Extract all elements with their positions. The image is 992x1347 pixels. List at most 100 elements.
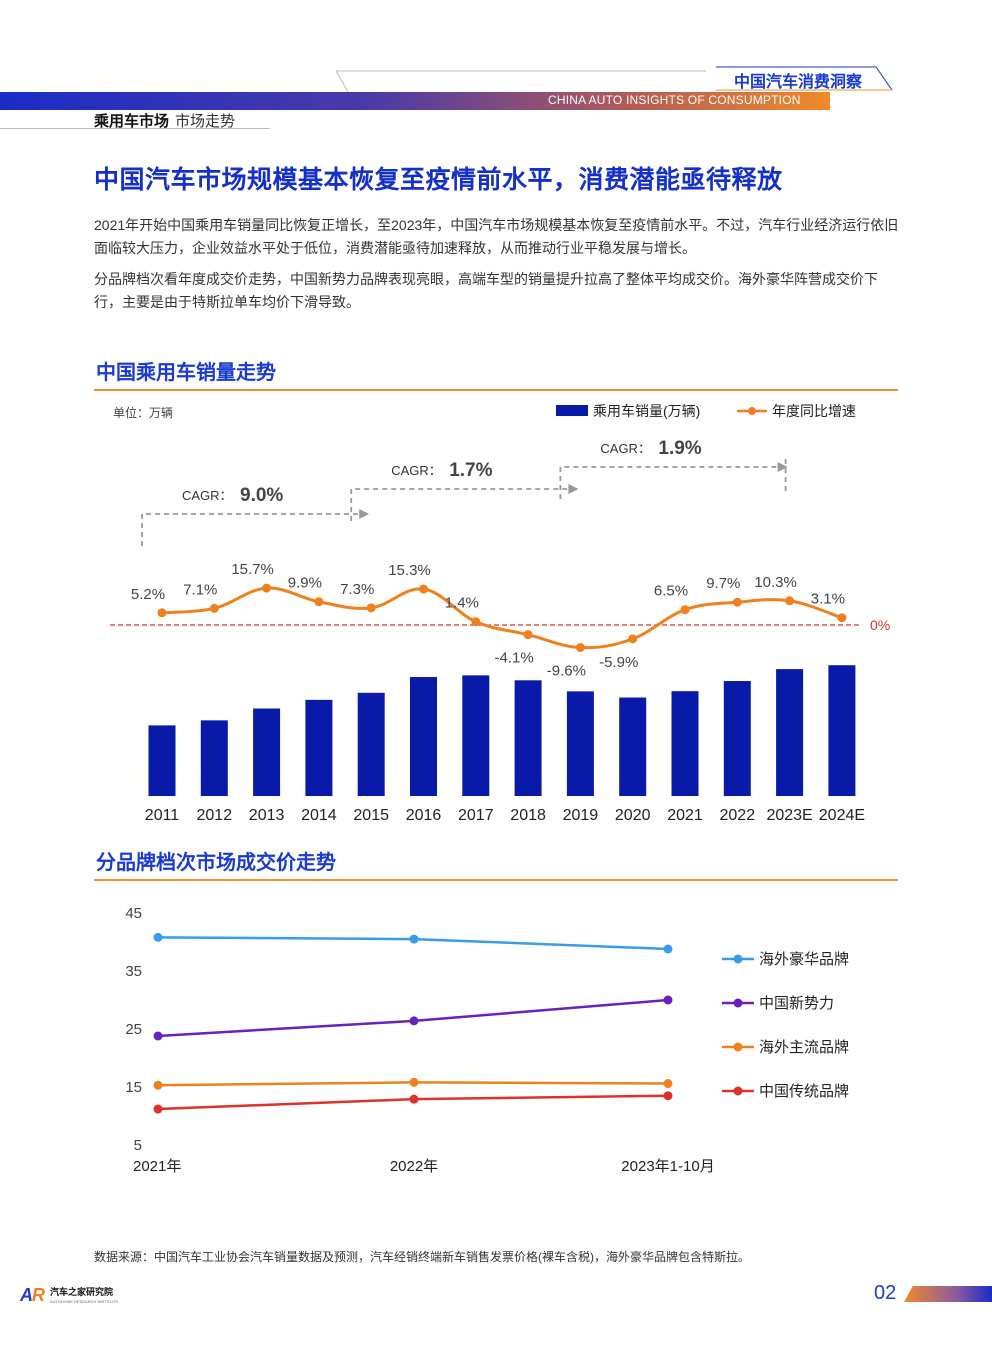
svg-text:R: R bbox=[32, 1285, 45, 1305]
page-number: 02 bbox=[874, 1282, 897, 1304]
legend-item-2: 海外主流品牌 bbox=[722, 1039, 849, 1056]
series-海外豪华品牌 bbox=[153, 932, 673, 954]
growth-label-2011: 5.2% bbox=[131, 586, 165, 603]
series-point-2-2 bbox=[663, 1079, 673, 1089]
y-tick-5: 5 bbox=[134, 1137, 142, 1154]
cagr-value-3: 1.9% bbox=[658, 438, 701, 459]
growth-point-2024E bbox=[837, 613, 847, 623]
legend-label-0: 海外豪华品牌 bbox=[759, 950, 849, 968]
growth-label-2021: 6.5% bbox=[654, 583, 688, 600]
svg-text:A: A bbox=[20, 1285, 33, 1305]
header-section: 乘用车市场 市场走势 bbox=[94, 110, 235, 131]
growth-point-2018 bbox=[523, 630, 533, 640]
y-tick-25: 25 bbox=[125, 1021, 142, 1038]
section-divider-sales bbox=[94, 389, 898, 391]
legend: 乘用车销量(万辆) 年度同比增速 bbox=[556, 403, 856, 419]
header-brand-frame bbox=[716, 66, 893, 91]
x-tick-2: 2023年1-10月 bbox=[621, 1158, 714, 1175]
legend-marker-line bbox=[748, 407, 756, 415]
growth-label-2013: 15.7% bbox=[231, 561, 274, 578]
y-tick-15: 15 bbox=[125, 1079, 142, 1096]
x-tick-2021: 2021 bbox=[667, 807, 703, 824]
legend-item-1: 中国新势力 bbox=[722, 995, 834, 1012]
growth-label-2018: -4.1% bbox=[495, 650, 534, 667]
x-tick-2012: 2012 bbox=[197, 807, 233, 824]
section-divider-price bbox=[94, 879, 898, 881]
price-chart: 5 15 25 35 45 2021年 2022年 2023年1-10月 海外豪华品牌中国新势力… bbox=[125, 905, 849, 1175]
growth-point-2023E bbox=[785, 596, 795, 606]
y-tick-45: 45 bbox=[125, 905, 142, 922]
series-point-1-1 bbox=[409, 1016, 419, 1026]
growth-point-2016 bbox=[419, 584, 428, 594]
legend-label-3: 中国传统品牌 bbox=[759, 1083, 849, 1100]
bar-2021 bbox=[671, 691, 699, 796]
growth-label-2017: 1.4% bbox=[445, 595, 479, 612]
series-point-2-0 bbox=[153, 1080, 163, 1090]
growth-point-2019 bbox=[575, 643, 585, 653]
x-tick-2019: 2019 bbox=[563, 807, 599, 824]
cagr-bracket-2: CAGR： 1.7% bbox=[350, 460, 579, 521]
page-tab-decoration bbox=[904, 1286, 992, 1302]
growth-point-2015 bbox=[366, 603, 376, 613]
cagr-bracket-1: CAGR： 9.0% bbox=[141, 485, 370, 546]
cagr-label-2: CAGR： bbox=[391, 463, 442, 478]
legend-label-bar: 乘用车销量(万辆) bbox=[593, 403, 700, 419]
cagr-bracket-3: CAGR： 1.9% bbox=[559, 438, 788, 499]
x-tick-0: 2021年 bbox=[133, 1158, 181, 1175]
growth-label-2022: 9.7% bbox=[706, 575, 740, 592]
series-point-0-1 bbox=[409, 934, 419, 944]
growth-label-2019: -9.6% bbox=[547, 663, 586, 680]
bar-2022 bbox=[723, 681, 751, 796]
logo-sub: AUTOHOME RESEARCH INSTITUTE bbox=[50, 1299, 118, 1304]
section-title-price: 分品牌档次市场成交价走势 bbox=[96, 852, 336, 874]
header-underline bbox=[0, 128, 270, 129]
bar-2014 bbox=[305, 699, 333, 796]
x-tick-2022: 2022 bbox=[720, 807, 756, 824]
growth-label-2014: 9.9% bbox=[288, 575, 322, 592]
legend-swatch-bar bbox=[556, 405, 588, 416]
bar-2019 bbox=[566, 691, 594, 796]
x-tick-2017: 2017 bbox=[458, 807, 494, 824]
growth-point-2022 bbox=[732, 597, 742, 607]
cagr-value-1: 9.0% bbox=[240, 485, 283, 506]
series-中国传统品牌 bbox=[153, 1091, 673, 1114]
autohome-logo: A R 汽车之家研究院 AUTOHOME RESEARCH INSTITUTE bbox=[19, 1285, 160, 1310]
series-point-1-2 bbox=[663, 995, 673, 1005]
series-海外主流品牌 bbox=[153, 1077, 673, 1090]
y-tick-35: 35 bbox=[125, 963, 142, 980]
data-source-note: 数据来源：中国汽车工业协会汽车销量数据及预测，汽车经销终端新车销售发票价格(裸车… bbox=[94, 1250, 750, 1264]
bar-2015 bbox=[357, 692, 385, 796]
bar-2023E bbox=[776, 669, 804, 796]
series-point-3-2 bbox=[663, 1091, 673, 1101]
x-tick-2014: 2014 bbox=[301, 807, 337, 824]
header-brand-cn: 中国汽车消费洞察 bbox=[734, 74, 863, 91]
zero-label: 0% bbox=[870, 617, 890, 633]
header-deco-lines bbox=[336, 70, 706, 93]
x-tick-2011: 2011 bbox=[145, 807, 180, 824]
series-point-1-0 bbox=[153, 1031, 163, 1041]
section-title-sales: 中国乘用车销量走势 bbox=[96, 362, 276, 384]
growth-label-2023E: 10.3% bbox=[754, 574, 797, 591]
series-point-0-0 bbox=[153, 932, 163, 942]
bar-2012 bbox=[200, 720, 228, 796]
growth-point-2017 bbox=[471, 617, 481, 627]
paragraph-1: 2021年开始中国乘用车销量同比恢复正增长，至2023年，中国汽车市场规模基本恢… bbox=[94, 217, 899, 256]
x-tick-2016: 2016 bbox=[406, 807, 442, 824]
bar-2011 bbox=[148, 725, 176, 796]
growth-label-2012: 7.1% bbox=[183, 581, 217, 598]
series-中国新势力 bbox=[153, 995, 673, 1041]
legend-item-0: 海外豪华品牌 bbox=[722, 950, 849, 968]
growth-label-2015: 7.3% bbox=[340, 581, 374, 598]
series-point-0-2 bbox=[663, 944, 673, 954]
growth-point-2011 bbox=[157, 608, 167, 618]
x-tick-2015: 2015 bbox=[353, 807, 389, 824]
legend-label-line: 年度同比增速 bbox=[772, 403, 856, 419]
series-point-3-1 bbox=[409, 1094, 419, 1104]
series-point-2-1 bbox=[409, 1077, 419, 1087]
page-title: 中国汽车市场规模基本恢复至疫情前水平，消费潜能亟待释放 bbox=[94, 166, 783, 194]
growth-point-2013 bbox=[262, 583, 272, 593]
growth-label-2024E: 3.1% bbox=[811, 591, 845, 608]
growth-label-2016: 15.3% bbox=[388, 562, 431, 579]
legend-item-3: 中国传统品牌 bbox=[722, 1083, 849, 1100]
